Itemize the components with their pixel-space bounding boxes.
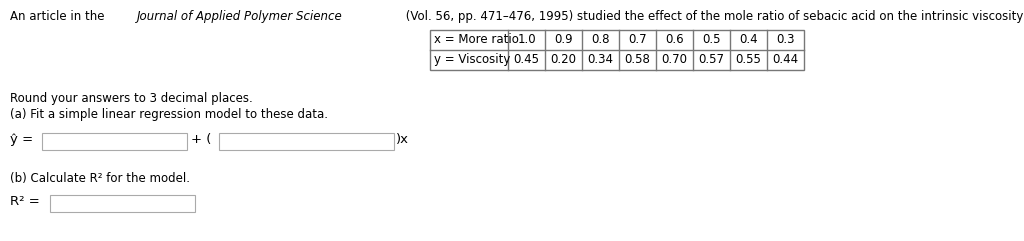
Text: Round your answers to 3 decimal places.: Round your answers to 3 decimal places. <box>10 92 253 105</box>
Text: 0.9: 0.9 <box>554 33 572 46</box>
Text: 0.34: 0.34 <box>588 53 613 66</box>
Text: 0.55: 0.55 <box>735 53 762 66</box>
Text: 0.44: 0.44 <box>772 53 799 66</box>
Text: (a) Fit a simple linear regression model to these data.: (a) Fit a simple linear regression model… <box>10 108 328 121</box>
Text: 0.3: 0.3 <box>776 33 795 46</box>
Text: 0.20: 0.20 <box>551 53 577 66</box>
Text: 0.6: 0.6 <box>666 33 684 46</box>
Text: 0.70: 0.70 <box>662 53 687 66</box>
Text: 0.45: 0.45 <box>513 53 540 66</box>
Text: R² =: R² = <box>10 195 40 208</box>
Text: An article in the: An article in the <box>10 10 109 23</box>
Text: 1.0: 1.0 <box>517 33 536 46</box>
Text: + (: + ( <box>190 133 211 146</box>
Text: 0.4: 0.4 <box>739 33 758 46</box>
Text: x = More ratio: x = More ratio <box>434 33 519 46</box>
Text: y = Viscosity: y = Viscosity <box>434 53 510 66</box>
Text: 0.7: 0.7 <box>628 33 647 46</box>
Text: 0.57: 0.57 <box>698 53 725 66</box>
Bar <box>42 133 186 150</box>
Text: 0.8: 0.8 <box>591 33 609 46</box>
Text: ŷ =: ŷ = <box>10 133 33 146</box>
Text: (b) Calculate R² for the model.: (b) Calculate R² for the model. <box>10 172 190 185</box>
Text: 0.58: 0.58 <box>625 53 650 66</box>
Text: (Vol. 56, pp. 471–476, 1995) studied the effect of the mole ratio of sebacic aci: (Vol. 56, pp. 471–476, 1995) studied the… <box>402 10 1024 23</box>
Bar <box>430 30 804 70</box>
Bar <box>219 133 394 150</box>
Text: Journal of Applied Polymer Science: Journal of Applied Polymer Science <box>137 10 342 23</box>
Bar <box>50 195 196 212</box>
Text: )x: )x <box>396 133 410 146</box>
Text: 0.5: 0.5 <box>702 33 721 46</box>
